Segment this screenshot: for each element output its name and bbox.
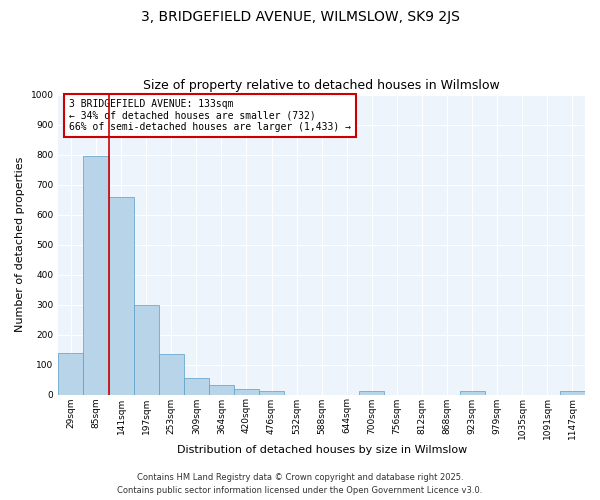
Bar	[184, 378, 209, 394]
Bar	[460, 391, 485, 394]
Text: 3 BRIDGEFIELD AVENUE: 133sqm
← 34% of detached houses are smaller (732)
66% of s: 3 BRIDGEFIELD AVENUE: 133sqm ← 34% of de…	[69, 99, 351, 132]
Title: Size of property relative to detached houses in Wilmslow: Size of property relative to detached ho…	[143, 79, 500, 92]
Bar	[259, 391, 284, 394]
Bar	[109, 196, 134, 394]
Bar	[359, 391, 385, 394]
Text: Contains HM Land Registry data © Crown copyright and database right 2025.
Contai: Contains HM Land Registry data © Crown c…	[118, 474, 482, 495]
Text: 3, BRIDGEFIELD AVENUE, WILMSLOW, SK9 2JS: 3, BRIDGEFIELD AVENUE, WILMSLOW, SK9 2JS	[140, 10, 460, 24]
X-axis label: Distribution of detached houses by size in Wilmslow: Distribution of detached houses by size …	[176, 445, 467, 455]
Bar	[560, 391, 585, 394]
Y-axis label: Number of detached properties: Number of detached properties	[15, 157, 25, 332]
Bar	[83, 156, 109, 394]
Bar	[159, 354, 184, 395]
Bar	[234, 388, 259, 394]
Bar	[58, 352, 83, 395]
Bar	[134, 304, 159, 394]
Bar	[209, 385, 234, 394]
